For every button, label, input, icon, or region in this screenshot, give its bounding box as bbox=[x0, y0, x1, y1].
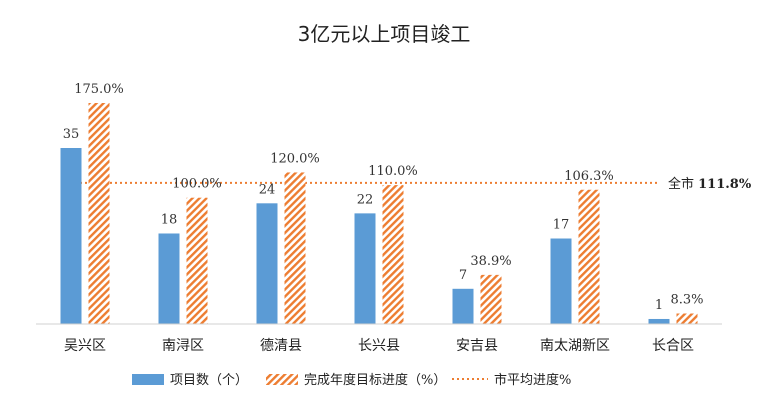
data-label-progress-6: 106.3% bbox=[564, 169, 614, 184]
bar-progress-6 bbox=[578, 189, 600, 324]
data-label-progress-5: 38.9% bbox=[470, 254, 511, 269]
bar-count-5 bbox=[452, 288, 474, 324]
category-label-7: 长合区 bbox=[652, 338, 694, 354]
data-label-progress-3: 120.0% bbox=[270, 151, 320, 166]
legend-swatch-progress bbox=[266, 374, 298, 385]
legend-label-count: 项目数（个） bbox=[170, 373, 248, 388]
legend: 项目数（个） 完成年度目标进度（%） 市平均进度% bbox=[132, 372, 571, 388]
bar-progress-3 bbox=[284, 172, 306, 324]
plot-area: 全市 111.8% 35 175.0% 吴兴区 18 100.0% 南浔区 24 120.0% 德… bbox=[60, 82, 752, 354]
legend-label-progress: 完成年度目标进度（%） bbox=[304, 372, 446, 388]
data-label-count-6: 17 bbox=[553, 218, 570, 233]
data-label-count-2: 18 bbox=[161, 212, 178, 227]
data-label-progress-2: 100.0% bbox=[172, 177, 222, 192]
bar-progress-4 bbox=[382, 185, 404, 324]
chart-title: 3亿元以上项目竣工 bbox=[298, 22, 471, 46]
bar-count-3 bbox=[256, 203, 278, 324]
category-label-6: 南太湖新区 bbox=[540, 338, 610, 354]
data-label-progress-4: 110.0% bbox=[368, 164, 418, 179]
legend-swatch-count bbox=[132, 374, 164, 385]
data-label-progress-7: 8.3% bbox=[670, 293, 703, 308]
category-label-3: 德清县 bbox=[260, 338, 302, 354]
data-label-progress-1: 175.0% bbox=[74, 82, 124, 97]
bar-count-6 bbox=[550, 238, 572, 324]
bar-count-2 bbox=[158, 233, 180, 324]
reference-line-label: 全市 111.8% bbox=[668, 176, 752, 192]
legend-label-average: 市平均进度% bbox=[494, 372, 571, 388]
data-label-count-4: 22 bbox=[357, 192, 374, 207]
data-label-count-3: 24 bbox=[259, 182, 276, 197]
bar-progress-5 bbox=[480, 274, 502, 324]
data-label-count-7: 1 bbox=[655, 298, 663, 313]
category-label-4: 长兴县 bbox=[358, 338, 400, 354]
bar-count-7 bbox=[648, 318, 670, 324]
bar-progress-2 bbox=[186, 197, 208, 324]
category-label-5: 安吉县 bbox=[456, 338, 498, 354]
bar-count-4 bbox=[354, 213, 376, 324]
data-label-count-5: 7 bbox=[459, 268, 467, 283]
data-label-count-1: 35 bbox=[63, 127, 80, 142]
category-label-1: 吴兴区 bbox=[64, 338, 106, 354]
bar-count-1 bbox=[60, 148, 82, 324]
category-label-2: 南浔区 bbox=[162, 338, 204, 354]
bar-progress-7 bbox=[676, 313, 698, 324]
bar-progress-1 bbox=[88, 103, 110, 324]
